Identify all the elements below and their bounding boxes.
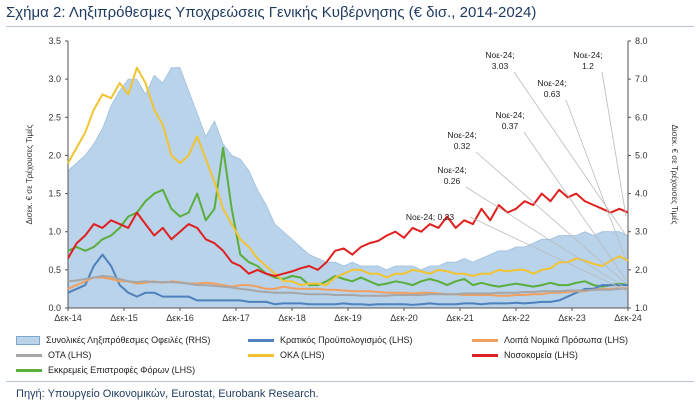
y-tick-left-label: 3.0: [48, 74, 61, 84]
y-tick-left-label: 1.0: [48, 227, 61, 237]
annotation-label: Νοε-24; 0.23: [406, 212, 454, 222]
y-tick-right-label: 1.0: [635, 303, 648, 313]
annotation-label: Νοε-24;: [447, 130, 476, 140]
annotation-leader: [469, 216, 627, 291]
annotation-value: 3.03: [492, 61, 509, 71]
y-tick-left-label: 2.5: [48, 112, 61, 122]
legend-swatch-tax-refunds: [16, 368, 42, 372]
legend-item-ota: ΟΤΑ (LHS): [16, 350, 91, 360]
x-tick-label: Δεκ-20: [390, 313, 418, 323]
legend-swatch-state-budget: [248, 338, 274, 342]
y-tick-left-label: 0.5: [48, 265, 61, 275]
legend-label-hospitals: Νοσοκομεία (LHS): [504, 350, 578, 360]
annotation-leader: [523, 131, 627, 281]
series-line: [67, 146, 629, 288]
x-tick-label: Δεκ-21: [446, 313, 474, 323]
x-tick-label: Δεκ-24: [614, 313, 642, 323]
source-divider: [6, 381, 694, 382]
annotation-label: Νοε-24;: [573, 50, 602, 60]
x-tick-label: Δεκ-18: [278, 313, 306, 323]
y-tick-left-label: 3.5: [48, 36, 61, 46]
legend-item-oka: ΟΚΑ (LHS): [248, 350, 325, 360]
legend-label-oka: ΟΚΑ (LHS): [280, 350, 325, 360]
annotation-leader: [513, 71, 627, 236]
title-divider: [6, 26, 694, 27]
legend-item-tax-refunds: Εκκρεμείς Επιστροφές Φόρων (LHS): [16, 365, 195, 375]
y-tick-left-label: 0.0: [48, 303, 61, 313]
annotation-value: 0.37: [502, 121, 519, 131]
legend-label-ota: ΟΤΑ (LHS): [48, 350, 92, 360]
legend-item-other-entities: Λοιπά Νομικά Πρόσωπα (LHS): [472, 335, 628, 345]
series-line: [67, 253, 628, 306]
legend-swatch-oka: [248, 353, 274, 357]
y-tick-right-label: 5.0: [635, 150, 648, 160]
y-tick-right-label: 6.0: [635, 112, 648, 122]
y-tick-right-label: 4.0: [635, 189, 648, 199]
annotation-value: 1.2: [582, 61, 594, 71]
arrears-chart: 0.0 0.5 1.0 1.5 2.0 2.5 3.0 3.5 1.0 2.0 3.0 4.0 5.0 6…: [25, 36, 679, 323]
legend-label-total: Συνολικές Ληξιπρόθεσμες Οφειλές (RHS): [46, 335, 211, 345]
legend-label-state-budget: Κρατικός Προϋπολογισμός (LHS): [280, 335, 413, 345]
x-tick-label: Δεκ-19: [334, 313, 362, 323]
annotation-label: Νοε-24;: [485, 50, 514, 60]
legend-swatch-ota: [16, 353, 42, 357]
x-tick-label: Δεκ-17: [222, 313, 250, 323]
y-tick-left-label: 1.5: [48, 189, 61, 199]
y-tick-left-label: 2.0: [48, 150, 61, 160]
x-tick-label: Δεκ-16: [166, 313, 194, 323]
legend-swatch-total: [16, 335, 40, 345]
x-tick-label: Δεκ-22: [502, 313, 530, 323]
annotation-leader: [465, 186, 627, 289]
page-title: Σχήμα 2: Ληξιπρόθεσμες Υποχρεώσεις Γενικ…: [6, 4, 537, 21]
annotation-leader: [565, 99, 627, 261]
series-area-total: [67, 67, 629, 309]
annotation-value: 0.63: [544, 89, 561, 99]
legend-swatch-hospitals: [472, 353, 498, 357]
y-tick-right-label: 3.0: [635, 227, 648, 237]
legend-item-total: Συνολικές Ληξιπρόθεσμες Οφειλές (RHS): [16, 335, 210, 345]
x-tick-label: Δεκ-15: [110, 313, 138, 323]
legend-label-other-entities: Λοιπά Νομικά Πρόσωπα (LHS): [504, 335, 628, 345]
annotation-leader: [475, 151, 627, 284]
y-tick-right-label: 2.0: [635, 265, 648, 275]
x-tick-label: Δεκ-23: [558, 313, 586, 323]
y-tick-right-label: 7.0: [635, 74, 648, 84]
legend-label-tax-refunds: Εκκρεμείς Επιστροφές Φόρων (LHS): [48, 365, 196, 375]
y-axis-left-title: Δισεκ. € σε Τρέχουσες Τιμές: [25, 124, 34, 224]
series-line: [67, 66, 629, 287]
annotation-label: Νοε-24;: [437, 165, 466, 175]
annotation-value: 0.32: [454, 141, 471, 151]
annotation-label: Νοε-24;: [495, 110, 524, 120]
y-axis-right-title: Δισεκ. € σε Τρέχουσες Τιμές: [670, 125, 679, 225]
annotation-label: Νοε-24;: [537, 78, 566, 88]
legend-item-hospitals: Νοσοκομεία (LHS): [472, 350, 578, 360]
source-note: Πηγή: Υπουργείο Οικονομικών, Eurostat, E…: [16, 388, 319, 400]
series-line: [67, 275, 628, 297]
y-tick-right-label: 8.0: [635, 36, 648, 46]
legend-item-state-budget: Κρατικός Προϋπολογισμός (LHS): [248, 335, 413, 345]
x-tick-label: Δεκ-14: [54, 313, 82, 323]
annotation-value: 0.26: [444, 176, 461, 186]
annotation-leader: [601, 71, 627, 217]
legend-swatch-other-entities: [472, 338, 498, 342]
